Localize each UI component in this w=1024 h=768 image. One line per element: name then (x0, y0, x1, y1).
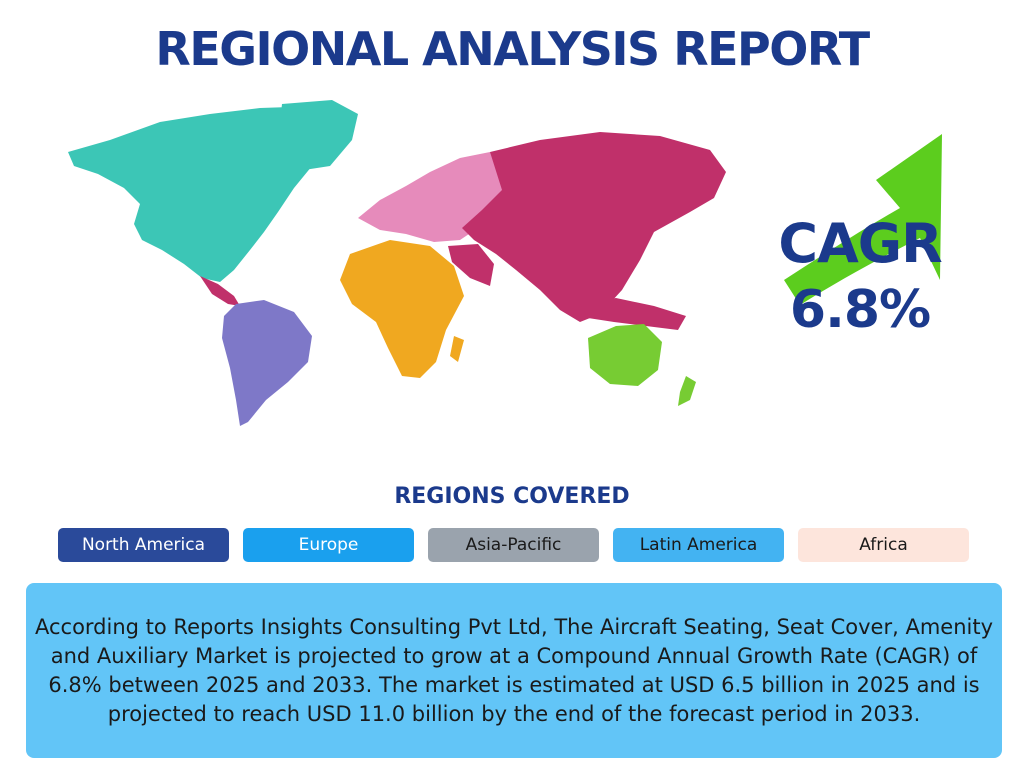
map-region-se-asia (580, 298, 686, 330)
map-region-australia (588, 324, 662, 386)
map-region-madagascar (450, 336, 464, 362)
regions-list: North America Europe Asia-Pacific Latin … (58, 528, 970, 562)
page-title: REGIONAL ANALYSIS REPORT (155, 22, 870, 76)
world-map (68, 100, 726, 426)
region-chip-africa: Africa (798, 528, 969, 562)
summary-panel: According to Reports Insights Consulting… (26, 583, 1002, 758)
map-region-arabia (448, 244, 494, 286)
map-region-new-zealand (678, 376, 696, 406)
region-chip-north-america: North America (58, 528, 229, 562)
region-chip-europe: Europe (243, 528, 414, 562)
summary-text: According to Reports Insights Consulting… (34, 614, 994, 726)
cagr-label: CAGR (778, 212, 942, 275)
map-region-central-america (200, 276, 240, 306)
region-chip-latin-america: Latin America (613, 528, 784, 562)
regions-heading: REGIONS COVERED (394, 484, 630, 509)
map-region-south-america (222, 300, 312, 426)
cagr-callout: CAGR 6.8% (760, 130, 990, 360)
map-region-greenland (280, 100, 358, 170)
map-region-africa (340, 240, 464, 378)
map-region-asia (462, 132, 726, 322)
region-chip-asia-pacific: Asia-Pacific (428, 528, 599, 562)
arrow-up-right-icon (784, 134, 942, 305)
cagr-value: 6.8% (789, 280, 931, 340)
map-region-north-america (68, 106, 340, 282)
